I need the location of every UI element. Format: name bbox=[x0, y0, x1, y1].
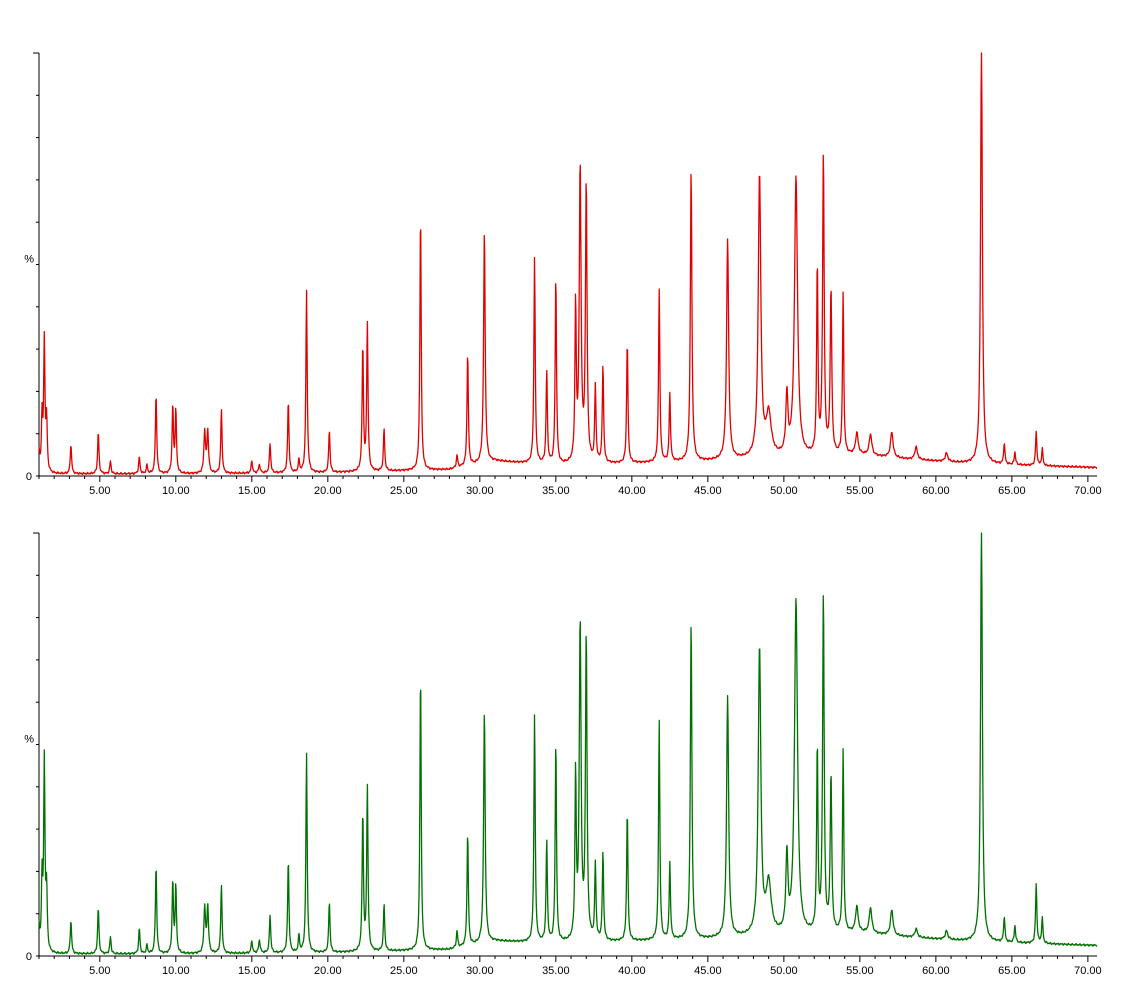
x-tick-label: 20.00 bbox=[314, 485, 342, 497]
x-tick-label: 55.00 bbox=[846, 965, 874, 977]
x-tick-label: 25.00 bbox=[390, 485, 418, 497]
x-tick-label: 60.00 bbox=[922, 485, 950, 497]
x-tick-label: 20.00 bbox=[314, 965, 342, 977]
x-tick-label: 70.00 bbox=[1074, 485, 1102, 497]
x-tick-label: 45.00 bbox=[694, 965, 722, 977]
x-tick-label: 15.00 bbox=[238, 965, 266, 977]
x-tick-label: 25.00 bbox=[390, 965, 418, 977]
x-tick-label: 65.00 bbox=[998, 485, 1026, 497]
x-tick-label: 50.00 bbox=[770, 965, 798, 977]
x-tick-label: 70.00 bbox=[1074, 965, 1102, 977]
bottom-chromatogram-panel: % 0 5.00 10.00 15.00 20.00 25.00 30.00 35.00 40.0… bbox=[24, 532, 1102, 977]
y-axis-label: % bbox=[24, 734, 34, 746]
x-tick-label: 10.00 bbox=[162, 965, 190, 977]
x-tick-label: 55.00 bbox=[846, 485, 874, 497]
x-tick-label: 30.00 bbox=[466, 485, 494, 497]
x-tick-label: 10.00 bbox=[162, 485, 190, 497]
x-tick-label: 65.00 bbox=[998, 965, 1026, 977]
x-tick-label: 5.00 bbox=[89, 485, 110, 497]
x-tick-label: 30.00 bbox=[466, 965, 494, 977]
y-axis-label: % bbox=[24, 254, 34, 266]
top-chromatogram-panel: % 0 5.00 10.00 15.00 20.00 25.00 30.00 35.00 40.0… bbox=[24, 52, 1102, 497]
x-tick-label: 60.00 bbox=[922, 965, 950, 977]
x-tick-label: 40.00 bbox=[618, 965, 646, 977]
x-tick-label: 35.00 bbox=[542, 965, 570, 977]
y-tick-label: 0 bbox=[26, 951, 32, 963]
x-tick-label: 50.00 bbox=[770, 485, 798, 497]
x-tick-label: 15.00 bbox=[238, 485, 266, 497]
chromatogram-trace bbox=[38, 532, 1098, 956]
x-tick-label: 45.00 bbox=[694, 485, 722, 497]
y-tick-label: 0 bbox=[26, 471, 32, 483]
x-tick-label: 5.00 bbox=[89, 965, 110, 977]
x-tick-label: 40.00 bbox=[618, 485, 646, 497]
x-tick-label: 35.00 bbox=[542, 485, 570, 497]
chromatogram-trace bbox=[38, 52, 1098, 476]
